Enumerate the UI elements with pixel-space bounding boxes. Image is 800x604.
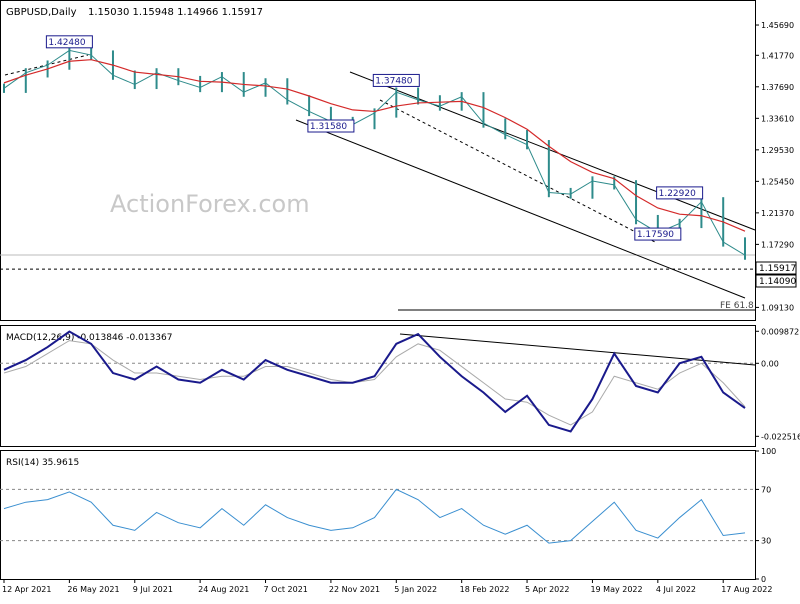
annotation-label: 1.37480 [375, 76, 412, 86]
x-tick-label: 18 Feb 2022 [460, 585, 510, 594]
annotation-box [307, 119, 355, 133]
x-tick-label: 7 Oct 2021 [264, 585, 308, 594]
level-price-label: 1.14090 [759, 277, 796, 287]
y-tick-label: 1.25450 [761, 177, 794, 186]
annotation-label: 1.22920 [659, 189, 696, 199]
y-tick-label: 0.00 [761, 359, 779, 368]
annotation-box [656, 186, 704, 200]
chart-symbol-label: GBPUSD,Daily [6, 7, 77, 18]
macd-line [3, 330, 746, 433]
y-tick-label: 1.21370 [761, 209, 794, 218]
chart-ohlc-label: 1.15030 1.15948 1.14966 1.15917 [88, 7, 263, 18]
y-tick-label: 0.009872 [761, 327, 799, 336]
x-tick-label: 17 Aug 2022 [721, 585, 772, 594]
x-tick-label: 19 May 2022 [590, 585, 642, 594]
y-tick-label: 30 [761, 537, 771, 546]
level-price-box [755, 274, 797, 288]
y-tick-label: 1.29530 [761, 146, 794, 155]
x-tick-label: 9 Jul 2021 [133, 585, 173, 594]
channel-lower-line [295, 119, 746, 299]
y-tick-label: 1.41770 [761, 51, 794, 60]
current-price-label: 1.15917 [759, 264, 796, 274]
y-tick-label: 0 [761, 575, 766, 584]
annotation-box [634, 227, 682, 241]
annotation-box [372, 73, 420, 87]
x-tick-label: 5 Apr 2022 [525, 585, 569, 594]
axis-layer: 1.45690 1.41770 1.37690 1.33610 1.29530 1.254… [2, 21, 800, 594]
macd-trend-line [399, 333, 756, 366]
price-series-line [3, 49, 746, 256]
rsi-panel-frame [0, 450, 756, 580]
annotation-box [45, 35, 93, 49]
y-tick-label: 1.09130 [761, 303, 794, 312]
moving-average-line [3, 59, 746, 232]
y-tick-label: 1.17290 [761, 240, 794, 249]
x-tick-label: 22 Nov 2021 [329, 585, 380, 594]
series-layer [3, 45, 746, 544]
price-panel-frame [0, 0, 756, 321]
rsi-title: RSI(14) 35.9615 [6, 458, 79, 468]
x-tick-label: 5 Jan 2022 [394, 585, 437, 594]
grid-layer [0, 254, 755, 542]
x-tick-label: 24 Aug 2021 [198, 585, 249, 594]
x-tick-label: 4 Jul 2022 [656, 585, 696, 594]
fe-label: FE 61.8 [720, 301, 754, 311]
annotation-label: 1.31580 [310, 122, 347, 132]
y-tick-label: 70 [761, 485, 771, 494]
x-tick-label: 26 May 2021 [67, 585, 119, 594]
x-tick-label: 12 Apr 2021 [2, 585, 51, 594]
watermark: ActionForex.com [110, 190, 310, 218]
macd-title: MACD(12,26,9) -0.013846 -0.013367 [6, 333, 172, 343]
y-tick-label: -0.022516 [761, 432, 800, 441]
annotation-label: 1.42480 [48, 38, 85, 48]
rsi-line [3, 488, 746, 544]
annotation-layer: 1.42480 1.37480 1.31580 1.22920 1.17590 [45, 35, 704, 241]
macd-panel-frame [0, 325, 756, 447]
macd-signal-line [3, 340, 746, 426]
y-tick-label: 100 [761, 447, 776, 456]
y-tick-label: 1.33610 [761, 114, 794, 123]
y-tick-label: 1.37690 [761, 83, 794, 92]
y-tick-label: 1.45690 [761, 21, 794, 30]
annotation-label: 1.17590 [637, 230, 674, 240]
current-price-box [755, 261, 797, 275]
